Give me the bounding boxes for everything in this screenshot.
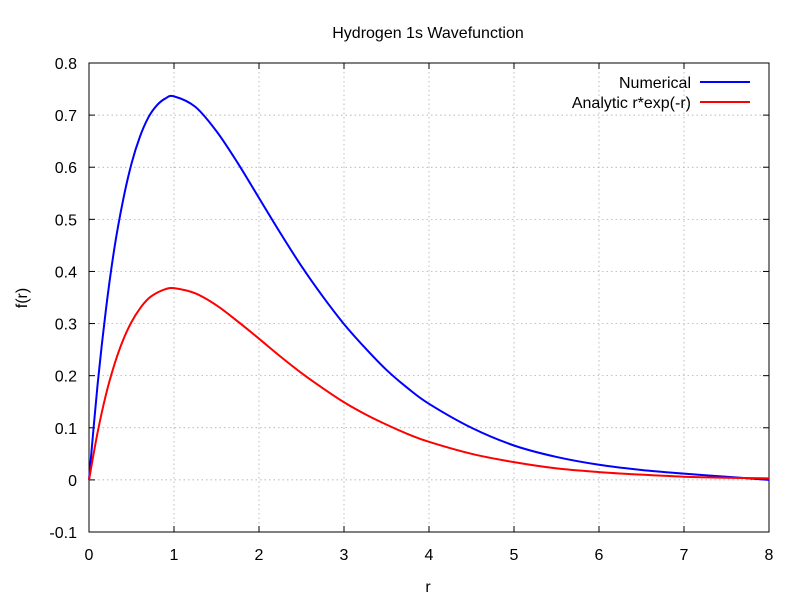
y-tick-label: 0.4 <box>55 264 77 281</box>
y-tick-label: 0.1 <box>55 421 77 438</box>
series-line-numerical <box>88 94 770 481</box>
x-tick-label: 3 <box>340 547 349 564</box>
x-tick-label: 1 <box>170 547 179 564</box>
y-tick-label: 0.7 <box>55 108 77 125</box>
series-layer <box>88 94 770 481</box>
x-tick-label: 6 <box>595 547 604 564</box>
x-tick-label: 0 <box>85 547 94 564</box>
x-tick-label: 5 <box>510 547 519 564</box>
y-tick-label: 0.8 <box>55 56 77 73</box>
y-tick-label: 0.6 <box>55 160 77 177</box>
legend: Numerical Analytic r*exp(-r) <box>572 75 750 112</box>
legend-label-analytic: Analytic r*exp(-r) <box>572 95 691 112</box>
ticks: 0 1 2 3 4 5 6 7 8 -0.1 0 0.1 0.2 0.3 0.4 0.5 0.6 0.7 0.8 <box>49 56 773 564</box>
y-tick-label: 0.2 <box>55 369 77 386</box>
x-axis-label: r <box>425 579 431 596</box>
x-tick-label: 7 <box>680 547 689 564</box>
y-tick-label: -0.1 <box>49 525 77 542</box>
y-axis-label: f(r) <box>14 288 31 308</box>
chart-title: Hydrogen 1s Wavefunction <box>332 25 524 42</box>
x-tick-label: 2 <box>255 547 264 564</box>
legend-label-numerical: Numerical <box>619 75 691 92</box>
y-tick-label: 0.3 <box>55 317 77 334</box>
y-tick-label: 0 <box>68 473 77 490</box>
y-tick-label: 0.5 <box>55 212 77 229</box>
x-tick-label: 8 <box>765 547 774 564</box>
x-tick-label: 4 <box>425 547 434 564</box>
series-line-analytic <box>88 286 770 481</box>
